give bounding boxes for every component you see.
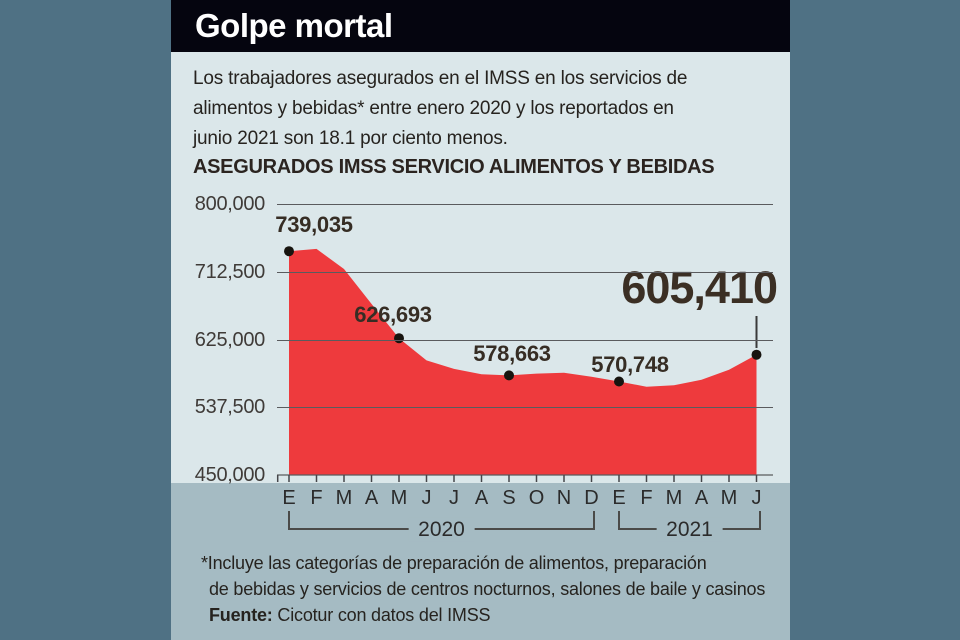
data-point-dot [614, 376, 624, 387]
month-label: D [584, 487, 599, 509]
intro-line: Los trabajadores asegurados en el IMSS e… [193, 68, 688, 89]
month-label: E [612, 487, 626, 509]
area-series [289, 248, 757, 475]
data-label-ene-2021: 570,748 [591, 352, 669, 377]
month-label: S [502, 487, 516, 509]
data-point-dot [394, 333, 404, 344]
year-label-2020: 2020 [408, 517, 475, 542]
source-text: Cicotur con datos del IMSS [277, 605, 491, 625]
page-title: Golpe mortal [195, 7, 393, 44]
y-axis-tick-label: 625,000 [194, 328, 266, 351]
chart-area: 739,035 626,693 578,663 570,748 605,410 … [171, 0, 790, 640]
footnote-line: de bebidas y servicios de centros noctur… [209, 579, 766, 599]
year-bracket-2021: 2021 [618, 511, 761, 542]
footnote-line: *Incluye las categorías de preparación d… [201, 553, 707, 573]
data-label-may-2020: 626,693 [354, 302, 432, 327]
gridline [277, 407, 773, 409]
month-label: M [390, 487, 408, 509]
gridline [277, 204, 773, 205]
footnote: *Incluye las categorías de preparación d… [201, 550, 776, 628]
month-label: J [421, 487, 432, 509]
month-label: J [449, 487, 459, 509]
data-point-dot [504, 370, 514, 381]
y-axis-tick-label: 450,000 [194, 464, 266, 486]
data-point-dot [284, 246, 294, 257]
y-axis-tick-label: 800,000 [194, 193, 266, 215]
data-label-sep-2020: 578,663 [473, 341, 551, 366]
y-axis-tick-label: 712,500 [194, 260, 266, 283]
month-label: F [640, 487, 653, 509]
axis-band [171, 483, 790, 640]
month-label: O [528, 487, 545, 509]
gridline [277, 339, 773, 341]
infographic-card: Golpe mortal Los trabajadores asegurados… [171, 0, 790, 640]
month-label: M [335, 487, 353, 509]
source-label: Fuente: [209, 605, 273, 625]
year-bracket-2020: 2020 [288, 511, 595, 542]
chart-title: ASEGURADOS IMSS SERVICIO ALIMENTOS Y BEB… [193, 156, 715, 178]
data-label-ene-2020: 739,035 [275, 212, 353, 237]
intro-line: junio 2021 son 18.1 por ciento menos. [193, 128, 508, 149]
month-label: A [694, 487, 709, 509]
gridline [277, 271, 773, 273]
area-chart-svg [276, 246, 773, 482]
month-label: A [364, 487, 379, 509]
intro-line: alimentos y bebidas* entre enero 2020 y … [193, 98, 674, 119]
data-label-jun-2021-emphasis: 605,410 [621, 262, 778, 313]
month-label: J [751, 487, 762, 509]
source-line: Fuente: Cicotur con datos del IMSS [201, 602, 776, 628]
intro-text: Los trabajadores asegurados en el IMSS e… [193, 64, 768, 154]
month-label: F [310, 487, 323, 509]
year-label-2021: 2021 [656, 517, 723, 542]
month-label: N [556, 487, 572, 509]
month-label: E [282, 487, 296, 509]
month-label: M [720, 487, 738, 509]
header-banner: Golpe mortal [171, 0, 790, 52]
y-axis-tick-label: 537,500 [194, 396, 266, 419]
month-label: M [665, 487, 683, 509]
month-label: A [474, 487, 489, 509]
data-point-dot [751, 349, 762, 360]
